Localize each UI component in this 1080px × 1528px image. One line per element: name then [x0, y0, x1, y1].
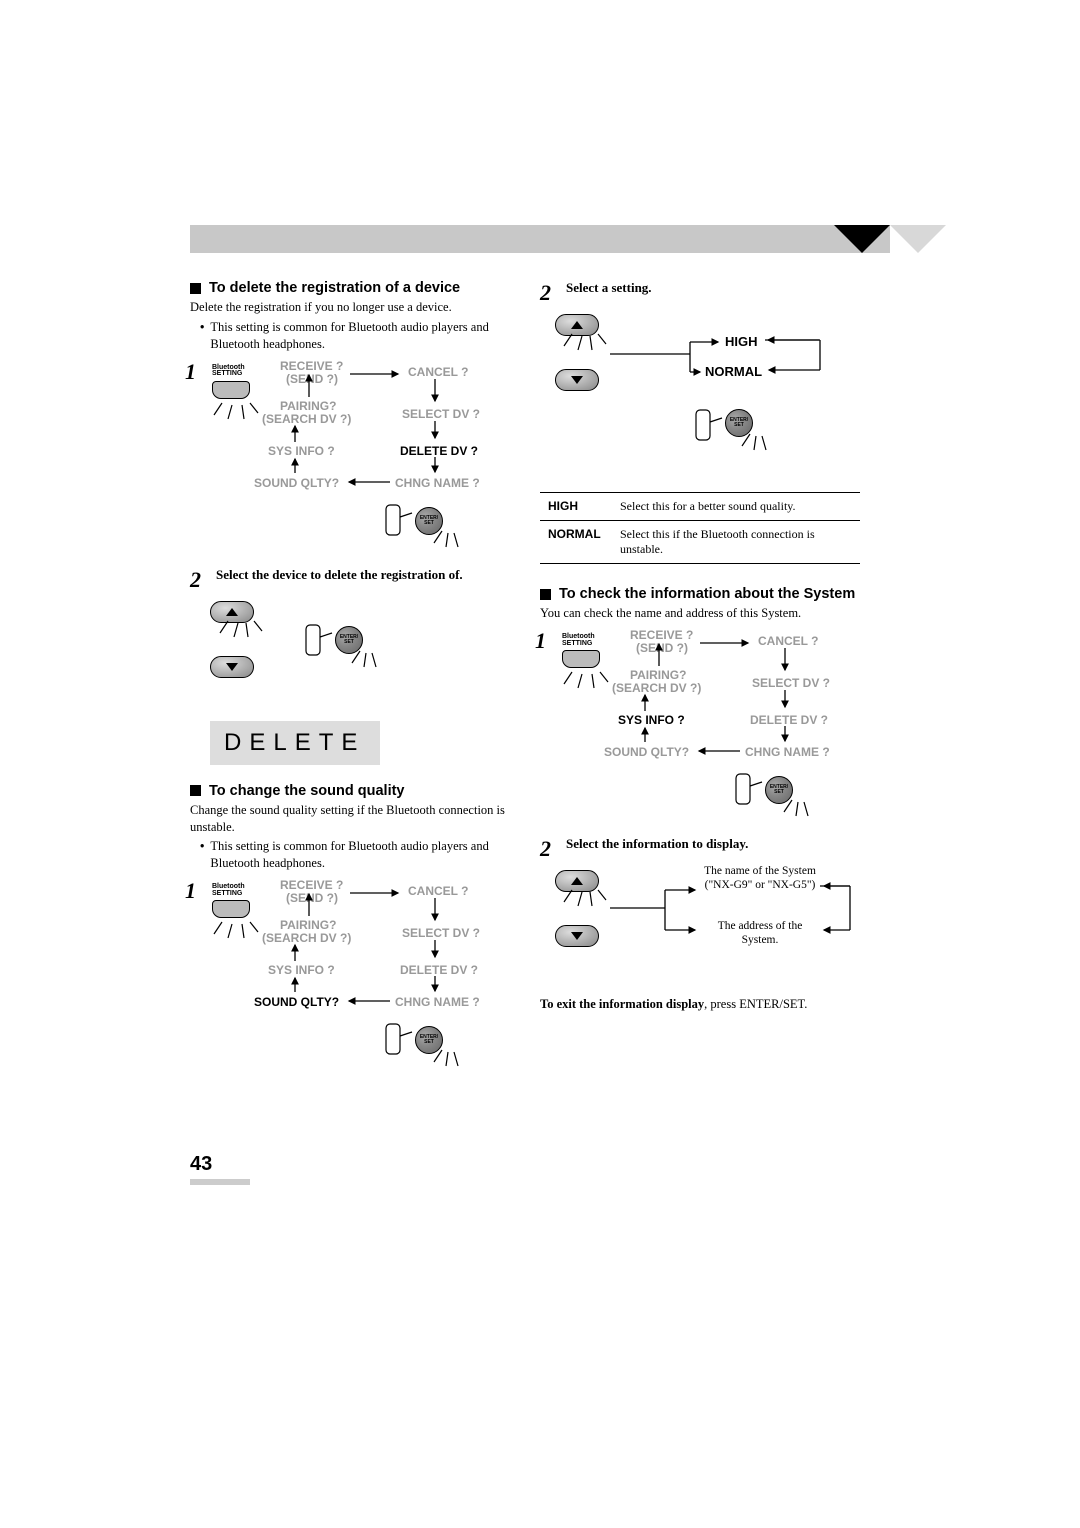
menu-chng: CHNG NAME ? [395, 995, 480, 1009]
step-number-2: 2 [540, 280, 560, 306]
step-number-1: 1 [185, 878, 205, 904]
press-lines-icon [210, 910, 265, 945]
section1-bullet: This setting is common for Bluetooth aud… [200, 319, 510, 353]
table-row: HIGHSelect this for a better sound quali… [540, 493, 860, 521]
hand-press-icon [380, 499, 420, 549]
menu-soundq: SOUND QLTY? [254, 995, 339, 1009]
opt-high-desc: Select this for a better sound quality. [612, 493, 860, 521]
menu-search: (SEARCH DV ?) [262, 412, 351, 426]
menu-diagram-delete: 1 BluetoothSETTING RECEIVE ? (SEND ?) CA… [190, 359, 510, 559]
hand-press-icon [690, 404, 730, 454]
info-system-address: The address of the System. [700, 920, 820, 948]
menu-soundq: SOUND QLTY? [254, 476, 339, 490]
lcd-display: DELETE [210, 721, 380, 765]
menu-search: (SEARCH DV ?) [262, 931, 351, 945]
menu-cancel: CANCEL ? [758, 634, 818, 648]
option-high: HIGH [725, 334, 758, 349]
menu-delete: DELETE DV ? [400, 444, 478, 458]
step2-label: Select a setting. [566, 280, 652, 296]
info-system-name: The name of the System ("NX-G9" or "NX-G… [700, 865, 820, 893]
section1-intro: Delete the registration if you no longer… [190, 299, 510, 316]
menu-select: SELECT DV ? [402, 407, 480, 421]
press-lines-icon [740, 420, 780, 460]
exit-info-text: To exit the information display, press E… [540, 996, 860, 1013]
triangle-marker-light [890, 225, 946, 253]
press-lines-icon [350, 637, 390, 677]
hand-press-icon [730, 768, 770, 818]
menu-search: (SEARCH DV ?) [612, 681, 701, 695]
press-lines-icon [218, 619, 268, 661]
menu-pairing: PAIRING? [280, 918, 336, 932]
menu-chng: CHNG NAME ? [745, 745, 830, 759]
menu-select: SELECT DV ? [752, 676, 830, 690]
step-number-2: 2 [540, 836, 560, 862]
triangle-marker-dark [834, 225, 890, 253]
menu-delete: DELETE DV ? [400, 963, 478, 977]
menu-cancel: CANCEL ? [408, 884, 468, 898]
bluetooth-label: BluetoothSETTING [212, 884, 245, 897]
menu-diagram-sysinfo: 1 BluetoothSETTING RECEIVE ? (SEND ?) CA… [540, 628, 860, 828]
press-lines-icon [432, 1036, 472, 1076]
step-number-2: 2 [190, 567, 210, 593]
menu-delete: DELETE DV ? [750, 713, 828, 727]
step-number-1: 1 [535, 628, 555, 654]
press-lines-icon [432, 517, 472, 557]
section-heading-delete: To delete the registration of a device [190, 280, 510, 296]
menu-sysinfo: SYS INFO ? [618, 713, 685, 727]
page-number: 43 [190, 1153, 250, 1185]
bluetooth-label: BluetoothSETTING [212, 365, 245, 378]
press-lines-icon [782, 786, 822, 826]
press-lines-icon [562, 888, 612, 930]
step2-label: Select the information to display. [566, 836, 748, 852]
opt-normal-label: NORMAL [540, 521, 612, 564]
bluetooth-label: BluetoothSETTING [562, 634, 595, 647]
section-heading-sound: To change the sound quality [190, 783, 510, 799]
press-lines-icon [562, 332, 612, 374]
menu-diagram-sound: 1 BluetoothSETTING RECEIVE ? (SEND ?) CA… [190, 878, 510, 1078]
section4-intro: You can check the name and address of th… [540, 605, 860, 622]
section2-intro: Change the sound quality setting if the … [190, 802, 510, 836]
opt-normal-desc: Select this if the Bluetooth connection … [612, 521, 860, 564]
high-normal-diagram: HIGH NORMAL [550, 314, 860, 474]
table-row: NORMALSelect this if the Bluetooth conne… [540, 521, 860, 564]
menu-select: SELECT DV ? [402, 926, 480, 940]
info-display-diagram: The name of the System ("NX-G9" or "NX-G… [550, 870, 860, 980]
menu-sysinfo: SYS INFO ? [268, 963, 335, 977]
menu-pairing: PAIRING? [630, 668, 686, 682]
right-column: 2 Select a setting. HIGH NORMAL [540, 280, 860, 1092]
hand-press-icon [300, 619, 340, 669]
step-number-1: 1 [185, 359, 205, 385]
press-lines-icon [210, 391, 265, 426]
section-heading-sysinfo: To check the information about the Syste… [540, 586, 860, 602]
step2-label: Select the device to delete the registra… [216, 567, 463, 583]
header-bar [190, 225, 890, 253]
press-lines-icon [560, 660, 615, 695]
menu-cancel: CANCEL ? [408, 365, 468, 379]
menu-soundq: SOUND QLTY? [604, 745, 689, 759]
menu-chng: CHNG NAME ? [395, 476, 480, 490]
menu-sysinfo: SYS INFO ? [268, 444, 335, 458]
left-column: To delete the registration of a device D… [190, 280, 510, 1092]
opt-high-label: HIGH [540, 493, 612, 521]
menu-pairing: PAIRING? [280, 399, 336, 413]
options-table: HIGHSelect this for a better sound quali… [540, 492, 860, 564]
hand-press-icon [380, 1018, 420, 1068]
section2-bullet: This setting is common for Bluetooth aud… [200, 838, 510, 872]
updown-enter-diagram: ENTER/SET [210, 601, 510, 691]
